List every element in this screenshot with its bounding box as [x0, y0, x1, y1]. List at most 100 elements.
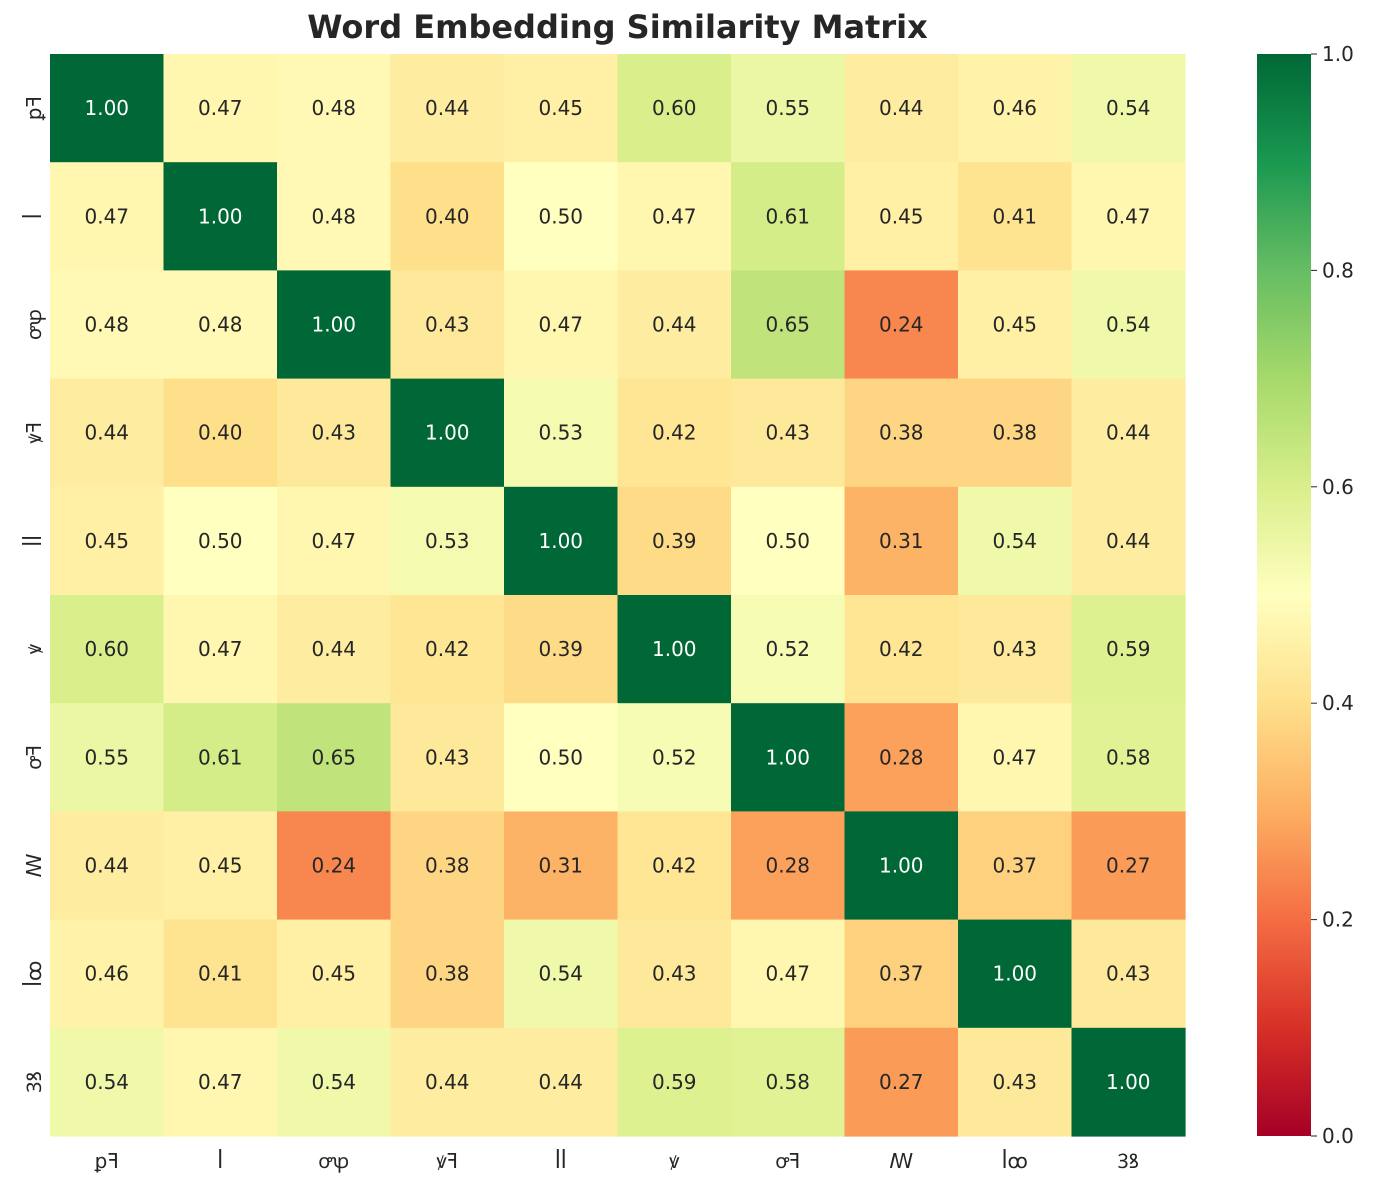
- cell-value-label: 0.60: [84, 637, 129, 661]
- cell-value-label: 0.42: [879, 637, 924, 661]
- cell-value-label: 0.54: [311, 1070, 356, 1094]
- cell-value-label: 0.59: [652, 1070, 697, 1094]
- x-tick-label: ꟿ: [889, 1149, 913, 1173]
- cell-value-label: 0.48: [198, 313, 243, 337]
- cell-value-label: 0.43: [992, 637, 1037, 661]
- heatmap-cell: [1071, 1027, 1186, 1137]
- x-tick-label: ꝍꟻ: [775, 1149, 800, 1173]
- y-tick-label: ꟿ: [22, 853, 46, 877]
- heatmap-cell: [731, 703, 846, 812]
- heatmap-cell: [390, 378, 505, 488]
- y-tick-label: ꟾꟾ: [22, 535, 46, 547]
- cell-value-label: 0.48: [311, 96, 356, 120]
- cell-value-label: 0.37: [879, 962, 924, 986]
- heatmap-cell: [1071, 270, 1186, 380]
- colorbar-gradient: [1257, 54, 1311, 1136]
- cell-value-label: 0.53: [538, 421, 583, 445]
- heatmap-cell: [844, 378, 959, 488]
- cell-value-label: 1.00: [425, 421, 470, 445]
- heatmap-cell: [731, 919, 846, 1029]
- heatmap-cell: [1071, 811, 1186, 921]
- heatmap-cell: [844, 270, 959, 380]
- cell-value-label: 0.45: [879, 204, 924, 228]
- heatmap-cell: [844, 811, 959, 921]
- heatmap-cell: [390, 595, 505, 704]
- x-tick-label: ꟾꝏ: [1002, 1149, 1028, 1173]
- heatmap-cell: [504, 811, 619, 921]
- cell-value-label: 0.42: [652, 421, 697, 445]
- x-tick-label: ꝟ: [669, 1149, 680, 1173]
- cell-value-label: 0.43: [311, 421, 356, 445]
- heatmap-cell: [50, 919, 165, 1029]
- heatmap-cell: [163, 811, 278, 921]
- heatmap-cell: [277, 54, 392, 163]
- heatmap-cell: [617, 270, 732, 380]
- heatmap-cell: [277, 270, 392, 380]
- cell-value-label: 0.38: [992, 421, 1037, 445]
- heatmap-cell: [504, 378, 619, 488]
- cell-value-label: 0.24: [879, 313, 924, 337]
- heatmap-cell: [617, 162, 732, 271]
- heatmap-cell: [50, 1027, 165, 1137]
- cell-value-label: 0.42: [425, 637, 470, 661]
- cell-value-label: 0.27: [879, 1070, 924, 1094]
- cell-value-label: 0.47: [1106, 204, 1151, 228]
- heatmap-cell: [1071, 703, 1186, 812]
- heatmap-cell: [390, 162, 505, 271]
- x-tick-label: ꝑꟻ: [94, 1149, 119, 1173]
- y-tick-label: ꝍꟻ: [22, 745, 46, 770]
- heatmap-cell: [844, 919, 959, 1029]
- heatmap-cell: [958, 595, 1073, 704]
- heatmap-cell: [844, 486, 959, 596]
- cell-value-label: 0.38: [425, 962, 470, 986]
- heatmap-cell: [1071, 378, 1186, 488]
- heatmap-cell: [844, 595, 959, 704]
- heatmap-cell: [277, 595, 392, 704]
- cell-value-label: 1.00: [765, 745, 810, 769]
- cell-value-label: 0.52: [652, 745, 697, 769]
- cell-value-label: 0.40: [425, 204, 470, 228]
- cell-value-label: 0.44: [538, 1070, 583, 1094]
- heatmap-cell: [958, 703, 1073, 812]
- cell-value-label: 0.44: [425, 96, 470, 120]
- cell-value-label: 0.45: [311, 962, 356, 986]
- heatmap-cell: [504, 54, 619, 163]
- cell-value-label: 0.38: [425, 854, 470, 878]
- cell-value-label: 0.50: [198, 529, 243, 553]
- cell-value-label: 0.44: [311, 637, 356, 661]
- heatmap-cell: [844, 54, 959, 163]
- heatmap-cell: [617, 378, 732, 488]
- y-tick-label: ꟾ: [22, 213, 46, 219]
- cell-value-label: 0.60: [652, 96, 697, 120]
- heatmap-cell: [277, 378, 392, 488]
- y-tick-label: ꝍꝕ: [22, 309, 46, 340]
- cell-value-label: 0.43: [1106, 962, 1151, 986]
- cell-value-label: 1.00: [538, 529, 583, 553]
- heatmap-cell: [390, 919, 505, 1029]
- cell-value-label: 0.47: [84, 204, 129, 228]
- heatmap-cell: [163, 162, 278, 271]
- heatmap-cells: 1.00 0.47 0.48 0.44 0.45 0.60 0.55 0.44 0.46 0.54…: [50, 54, 1186, 1137]
- heatmap-cell: [504, 595, 619, 704]
- cell-value-label: 0.47: [198, 637, 243, 661]
- cell-value-label: 0.45: [538, 96, 583, 120]
- cell-value-label: 0.54: [84, 1070, 129, 1094]
- heatmap-cell: [163, 1027, 278, 1137]
- cell-value-label: 0.61: [198, 745, 243, 769]
- x-tick-label: ꝟꟻ: [436, 1149, 458, 1173]
- cell-value-label: 0.44: [652, 313, 697, 337]
- cell-value-label: 0.41: [992, 204, 1037, 228]
- y-tick-label: ꝟꟻ: [22, 422, 46, 444]
- colorbar-tick-label: 0.2: [1322, 908, 1354, 932]
- heatmap-cell: [731, 54, 846, 163]
- heatmap-cell: [617, 595, 732, 704]
- cell-value-label: 1.00: [1106, 1070, 1151, 1094]
- cell-value-label: 0.44: [1106, 529, 1151, 553]
- heatmap-cell: [958, 919, 1073, 1029]
- heatmap-cell: [163, 378, 278, 488]
- cell-value-label: 1.00: [879, 854, 924, 878]
- x-axis-ticks: ꝑꟻ ꟾ ꝍꝕ ꝟꟻ ꟾꟾ ꝟ ꝍꟻ ꟿ ꟾꝏ Ꝫꝸ: [94, 1149, 1139, 1173]
- heatmap-cell: [277, 486, 392, 596]
- heatmap-cell: [277, 811, 392, 921]
- cell-value-label: 0.47: [198, 1070, 243, 1094]
